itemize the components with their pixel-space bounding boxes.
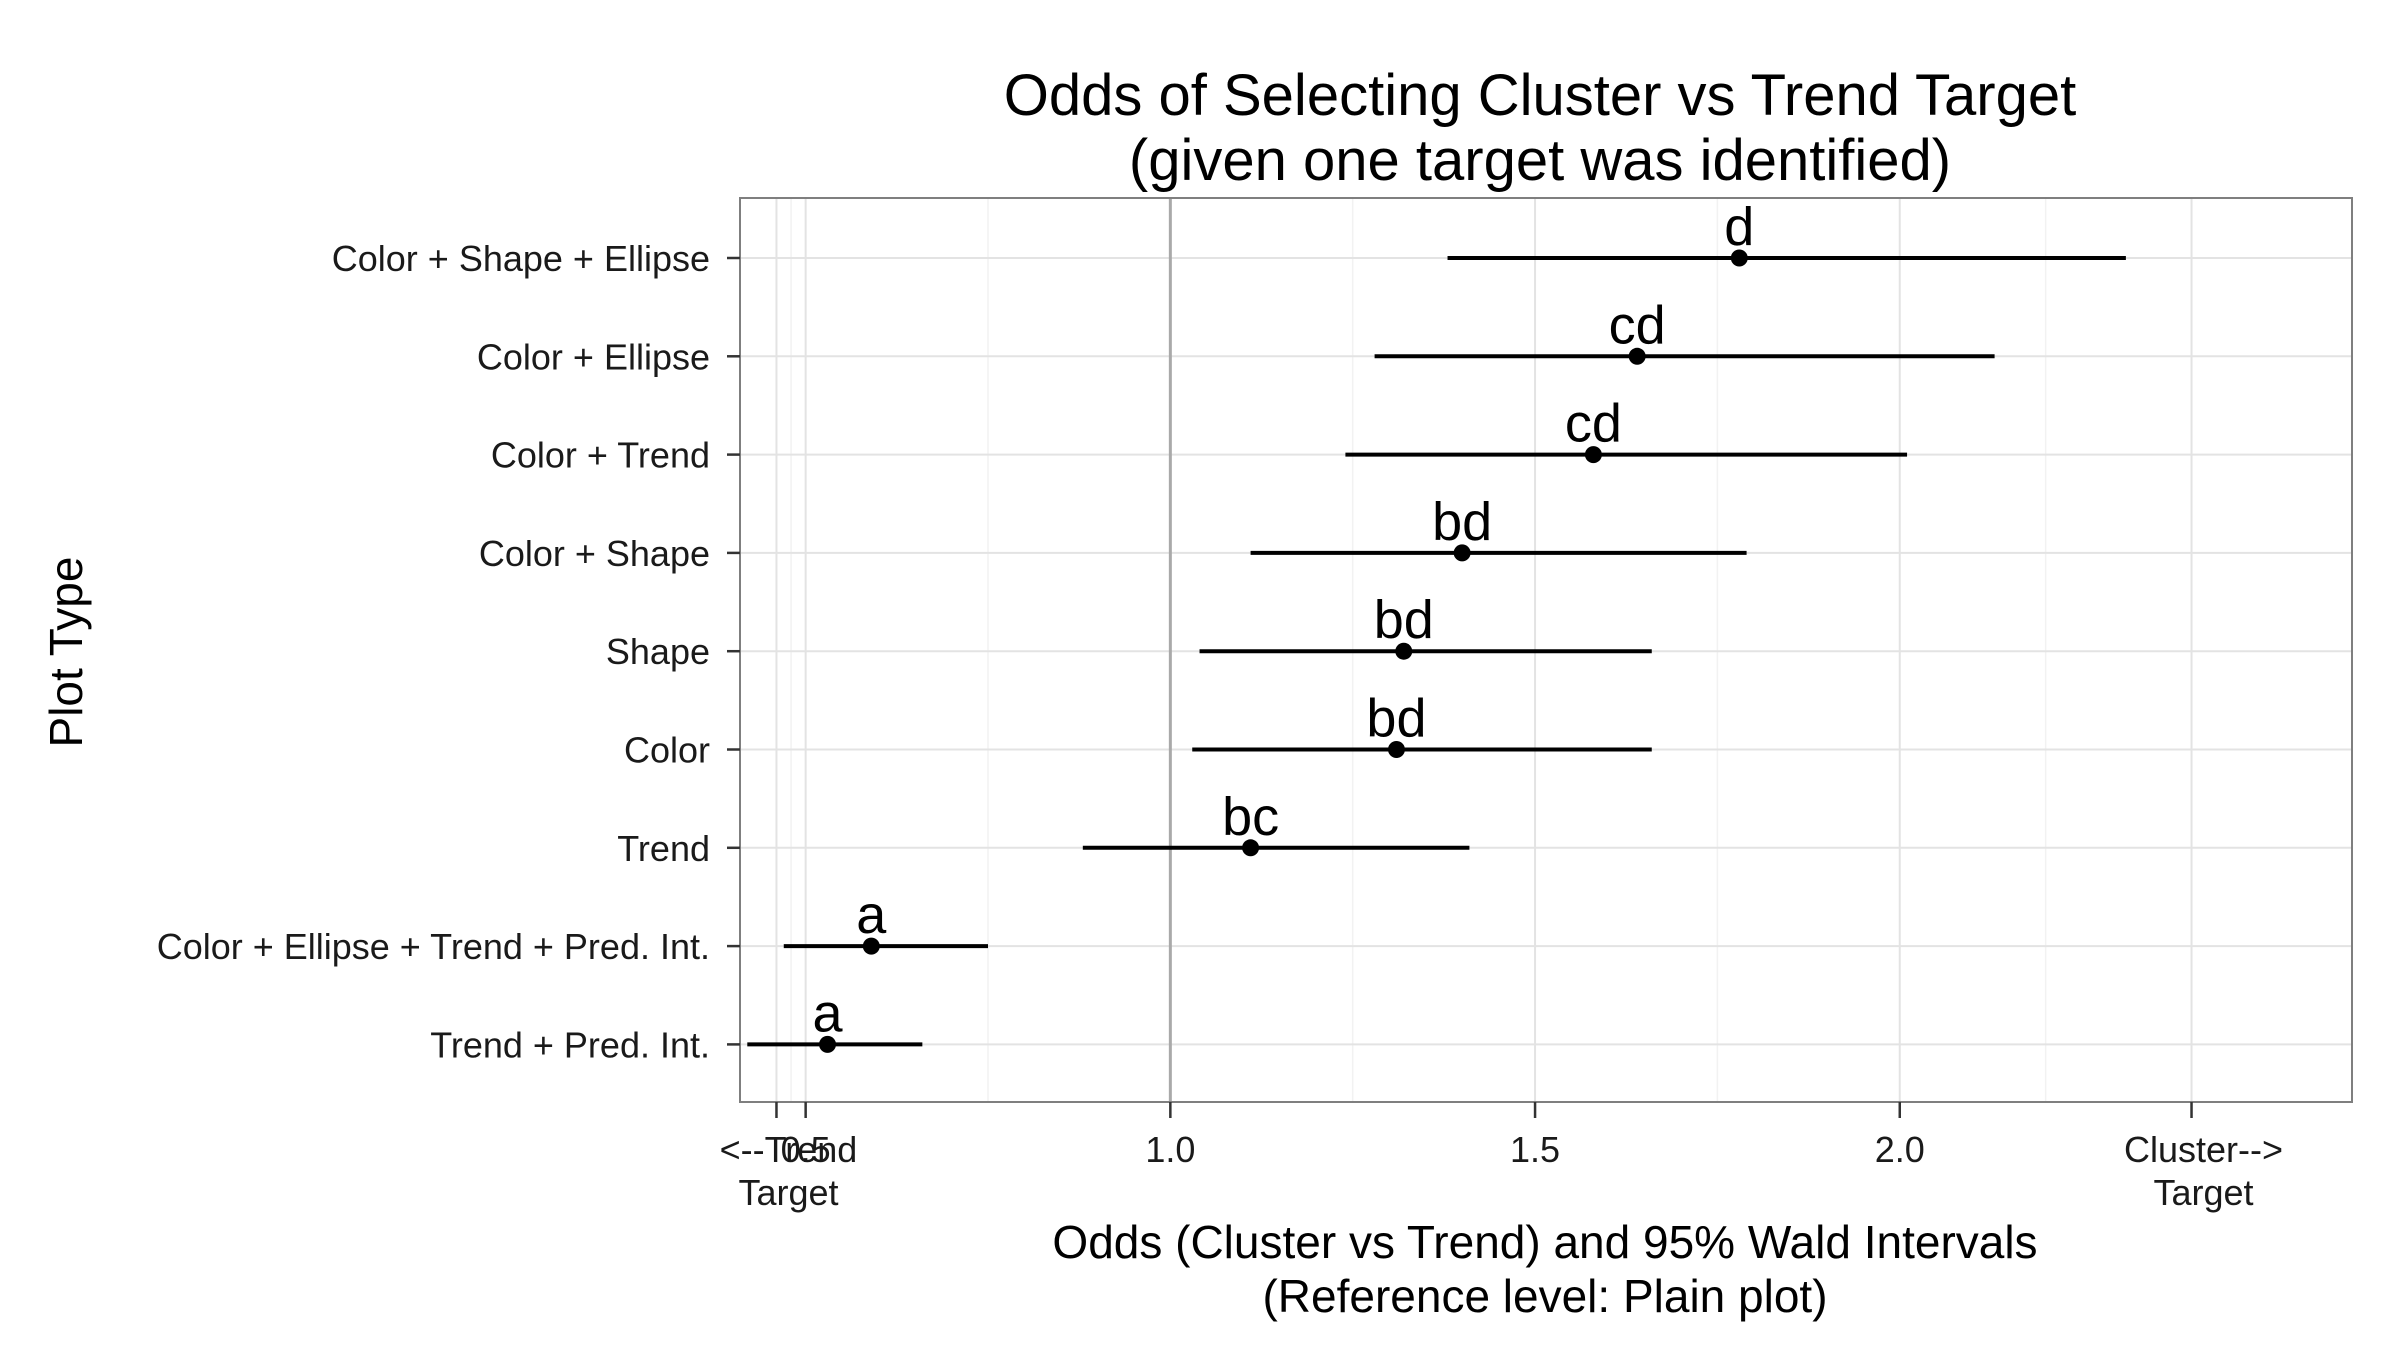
y-tick-label-3: Color + Shape [479,533,710,574]
y-tick-label-1: Color + Ellipse [477,336,710,377]
point-estimate-6 [1242,839,1260,857]
group-label-1: cd [1609,295,1666,355]
y-tick-label-7: Color + Ellipse + Trend + Pred. Int. [157,926,710,967]
point-estimate-2 [1584,446,1602,464]
group-label-3: bd [1432,492,1492,552]
y-tick-label-4: Shape [606,631,710,672]
x-tick-label-0: 0.5 [781,1129,831,1170]
point-estimate-1 [1628,347,1646,365]
group-label-8: a [813,983,844,1043]
y-axis: Color + Shape + Ellipse Color + Ellipse Co… [157,238,740,1065]
x-tick-label-line: 1.5 [1510,1129,1560,1170]
x-tick-label-5: Cluster--> Target [2124,1129,2283,1213]
x-tick-label-line: 2.0 [1875,1129,1925,1170]
x-tick-label-4: <--Trend Target [720,1129,858,1213]
point-estimate-3 [1453,544,1471,562]
group-label-7: a [856,885,887,945]
group-label-4: bd [1374,590,1434,650]
y-tick-label-8: Trend + Pred. Int. [430,1024,710,1065]
x-tick-label-line: 0.5 [781,1129,831,1170]
x-axis-title-line-1: Odds (Cluster vs Trend) and 95% Wald Int… [1052,1216,2037,1268]
chart-title: Odds of Selecting Cluster vs Trend Targe… [1004,63,2076,193]
x-tick-label-3: 2.0 [1875,1129,1925,1170]
point-estimate-7 [862,937,880,955]
point-estimate-8 [819,1035,837,1053]
group-label-5: bd [1366,689,1426,749]
group-label-0: d [1724,197,1754,257]
group-label-2: cd [1565,394,1622,454]
x-tick-label-2: 1.5 [1510,1129,1560,1170]
group-label-6: bc [1222,787,1279,847]
x-tick-label-line: Cluster--> [2124,1129,2283,1170]
chart-title-line-1: Odds of Selecting Cluster vs Trend Targe… [1004,63,2076,128]
y-tick-label-2: Color + Trend [491,435,710,476]
y-tick-label-0: Color + Shape + Ellipse [332,238,710,279]
point-estimate-0 [1730,249,1748,267]
chart-title-line-2: (given one target was identified) [1129,128,1951,193]
axis-titles: Odds (Cluster vs Trend) and 95% Wald Int… [40,557,2038,1322]
x-tick-label-line: Target [738,1172,838,1213]
y-axis-title: Plot Type [40,557,92,748]
x-tick-label-line: <--Trend [720,1129,858,1170]
y-tick-label-6: Trend [617,828,710,869]
x-tick-label-line: Target [2153,1172,2253,1213]
point-estimate-5 [1387,741,1405,758]
point-estimate-4 [1395,642,1413,660]
x-axis-title-line-2: (Reference level: Plain plot) [1262,1270,1827,1322]
y-tick-label-5: Color [624,730,710,771]
x-tick-label-1: 1.0 [1145,1129,1195,1170]
x-tick-label-line: 1.0 [1145,1129,1195,1170]
